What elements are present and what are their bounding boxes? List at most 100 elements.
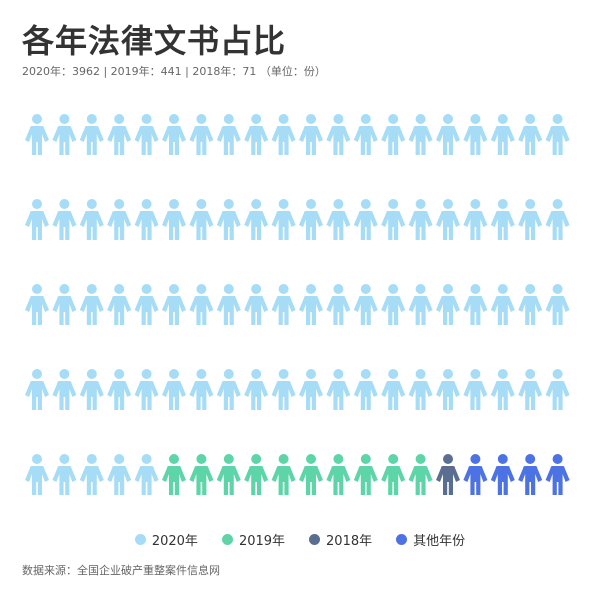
- person-icon: [107, 114, 132, 155]
- person-icon: [490, 199, 515, 240]
- person-icon: [162, 284, 186, 325]
- person-icon: [490, 369, 515, 410]
- person-icon: [244, 369, 269, 410]
- legend-item: 2018年: [309, 530, 372, 549]
- person-icon: [463, 199, 488, 240]
- pictogram-grid: [25, 114, 570, 495]
- person-icon: [189, 199, 214, 240]
- person-icon: [79, 114, 104, 155]
- person-icon: [244, 454, 269, 495]
- person-icon: [518, 114, 543, 155]
- person-icon: [52, 369, 77, 410]
- person-icon: [216, 284, 241, 325]
- legend-item: 2019年: [221, 530, 286, 549]
- person-icon: [545, 284, 570, 325]
- person-icon: [436, 114, 460, 155]
- person-icon: [134, 369, 159, 410]
- person-icon: [189, 454, 214, 495]
- person-icon: [545, 454, 570, 495]
- legend-dot-icon: [134, 534, 146, 545]
- person-icon: [107, 454, 132, 495]
- person-icon: [518, 369, 543, 410]
- person-icon: [326, 454, 351, 495]
- person-icon: [518, 284, 543, 325]
- person-icon: [107, 284, 132, 325]
- person-icon: [353, 199, 378, 240]
- person-icon: [79, 199, 104, 240]
- person-icon: [216, 114, 241, 155]
- person-icon: [271, 114, 296, 155]
- person-icon: [326, 369, 351, 410]
- person-icon: [52, 199, 77, 240]
- person-icon: [545, 369, 570, 410]
- legend-dot-icon: [396, 534, 408, 545]
- person-icon: [299, 284, 323, 325]
- person-icon: [545, 114, 570, 155]
- legend-label: 其他年份: [413, 534, 466, 549]
- person-icon: [408, 454, 433, 495]
- person-icon: [244, 114, 269, 155]
- legend: 2020年 2019年 2018年 其他年份: [0, 530, 600, 549]
- legend-item: 2020年: [134, 530, 198, 549]
- person-icon: [189, 114, 214, 155]
- person-icon: [408, 284, 433, 325]
- person-icon: [79, 284, 104, 325]
- person-icon: [381, 454, 406, 495]
- person-icon: [545, 199, 570, 240]
- person-icon: [189, 284, 214, 325]
- legend-label: 2020年: [151, 534, 198, 549]
- person-icon: [25, 369, 49, 410]
- person-icon: [463, 454, 488, 495]
- person-icon: [25, 284, 49, 325]
- person-icon: [79, 454, 104, 495]
- person-icon: [490, 284, 515, 325]
- person-icon: [189, 369, 214, 410]
- person-icon: [52, 454, 77, 495]
- person-icon: [79, 369, 104, 410]
- person-icon: [107, 199, 132, 240]
- person-icon: [299, 114, 323, 155]
- person-icon: [25, 199, 49, 240]
- person-icon: [162, 199, 186, 240]
- data-source: 数据来源：全国企业破产重整案件信息网: [22, 564, 220, 577]
- person-icon: [381, 199, 406, 240]
- person-icon: [353, 284, 378, 325]
- person-icon: [353, 454, 378, 495]
- person-icon: [381, 369, 406, 410]
- person-icon: [52, 114, 77, 155]
- person-icon: [353, 114, 378, 155]
- person-icon: [134, 114, 159, 155]
- person-icon: [326, 199, 351, 240]
- person-icon: [271, 369, 296, 410]
- person-icon: [244, 199, 269, 240]
- person-icon: [299, 369, 323, 410]
- person-icon: [463, 284, 488, 325]
- person-icon: [381, 114, 406, 155]
- person-icon: [408, 199, 433, 240]
- person-icon: [299, 454, 323, 495]
- person-icon: [408, 114, 433, 155]
- person-icon: [299, 199, 323, 240]
- person-icon: [216, 369, 241, 410]
- person-icon: [107, 369, 132, 410]
- person-icon: [271, 454, 296, 495]
- person-icon: [52, 284, 77, 325]
- legend-label: 2019年: [238, 534, 286, 549]
- person-icon: [353, 369, 378, 410]
- person-icon: [436, 284, 460, 325]
- person-icon: [436, 199, 460, 240]
- person-icon: [162, 454, 186, 495]
- person-icon: [25, 454, 49, 495]
- person-icon: [216, 199, 241, 240]
- person-icon: [490, 454, 515, 495]
- person-icon: [134, 199, 159, 240]
- legend-dot-icon: [221, 534, 233, 545]
- chart-title: 各年法律文书占比: [22, 22, 287, 60]
- legend-dot-icon: [309, 534, 321, 545]
- person-icon: [162, 369, 186, 410]
- person-icon: [134, 454, 159, 495]
- legend-item: 其他年份: [396, 530, 465, 549]
- person-icon: [326, 284, 351, 325]
- person-icon: [216, 454, 241, 495]
- chart-subtitle: 2020年：3962 | 2019年：441 | 2018年：71 （单位：份）: [22, 65, 326, 78]
